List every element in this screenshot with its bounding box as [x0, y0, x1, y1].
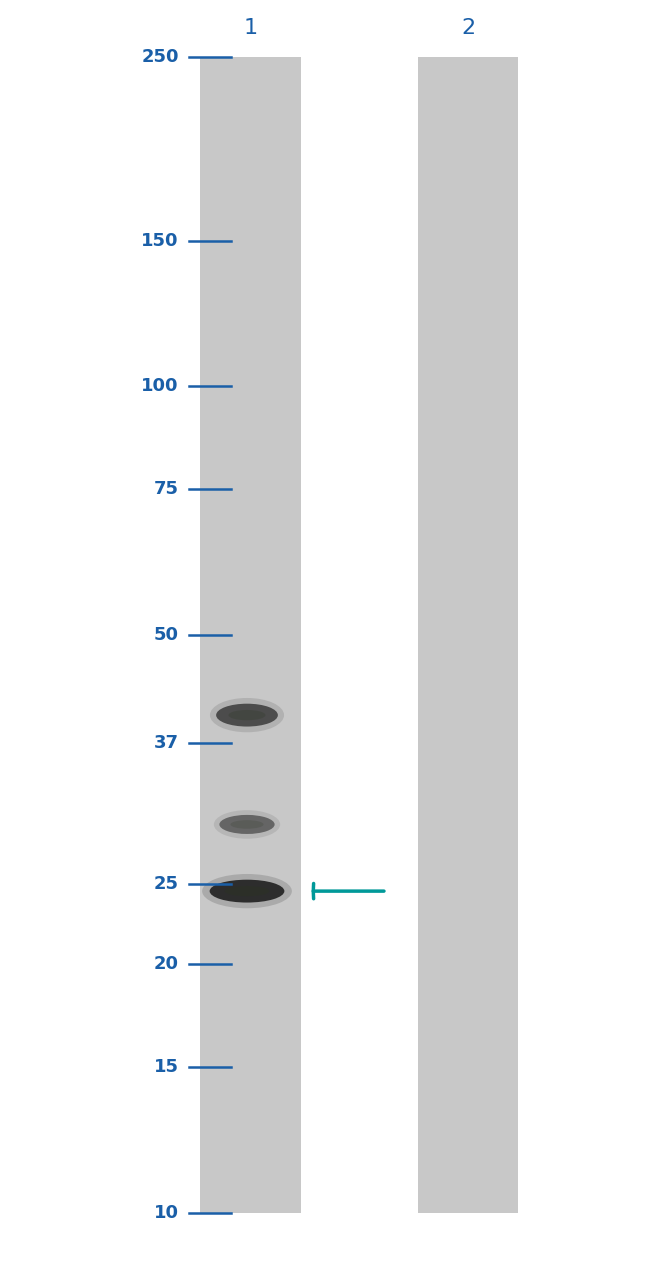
Ellipse shape — [210, 698, 284, 733]
Text: 15: 15 — [154, 1058, 179, 1076]
Text: 150: 150 — [141, 231, 179, 250]
Ellipse shape — [225, 886, 270, 897]
Text: 1: 1 — [243, 18, 257, 38]
Text: 20: 20 — [154, 955, 179, 973]
Ellipse shape — [220, 815, 274, 834]
Text: 75: 75 — [154, 480, 179, 498]
Ellipse shape — [214, 810, 280, 838]
Bar — [417, 57, 519, 1213]
Ellipse shape — [229, 710, 265, 720]
Text: 250: 250 — [141, 48, 179, 66]
Ellipse shape — [209, 880, 285, 903]
Ellipse shape — [231, 820, 264, 829]
Ellipse shape — [202, 874, 292, 908]
Text: 37: 37 — [154, 734, 179, 752]
Text: 100: 100 — [141, 377, 179, 395]
Text: 50: 50 — [154, 626, 179, 644]
Text: 2: 2 — [461, 18, 475, 38]
Ellipse shape — [216, 704, 278, 726]
Text: 25: 25 — [154, 875, 179, 893]
Bar — [200, 57, 300, 1213]
Text: 10: 10 — [154, 1204, 179, 1222]
